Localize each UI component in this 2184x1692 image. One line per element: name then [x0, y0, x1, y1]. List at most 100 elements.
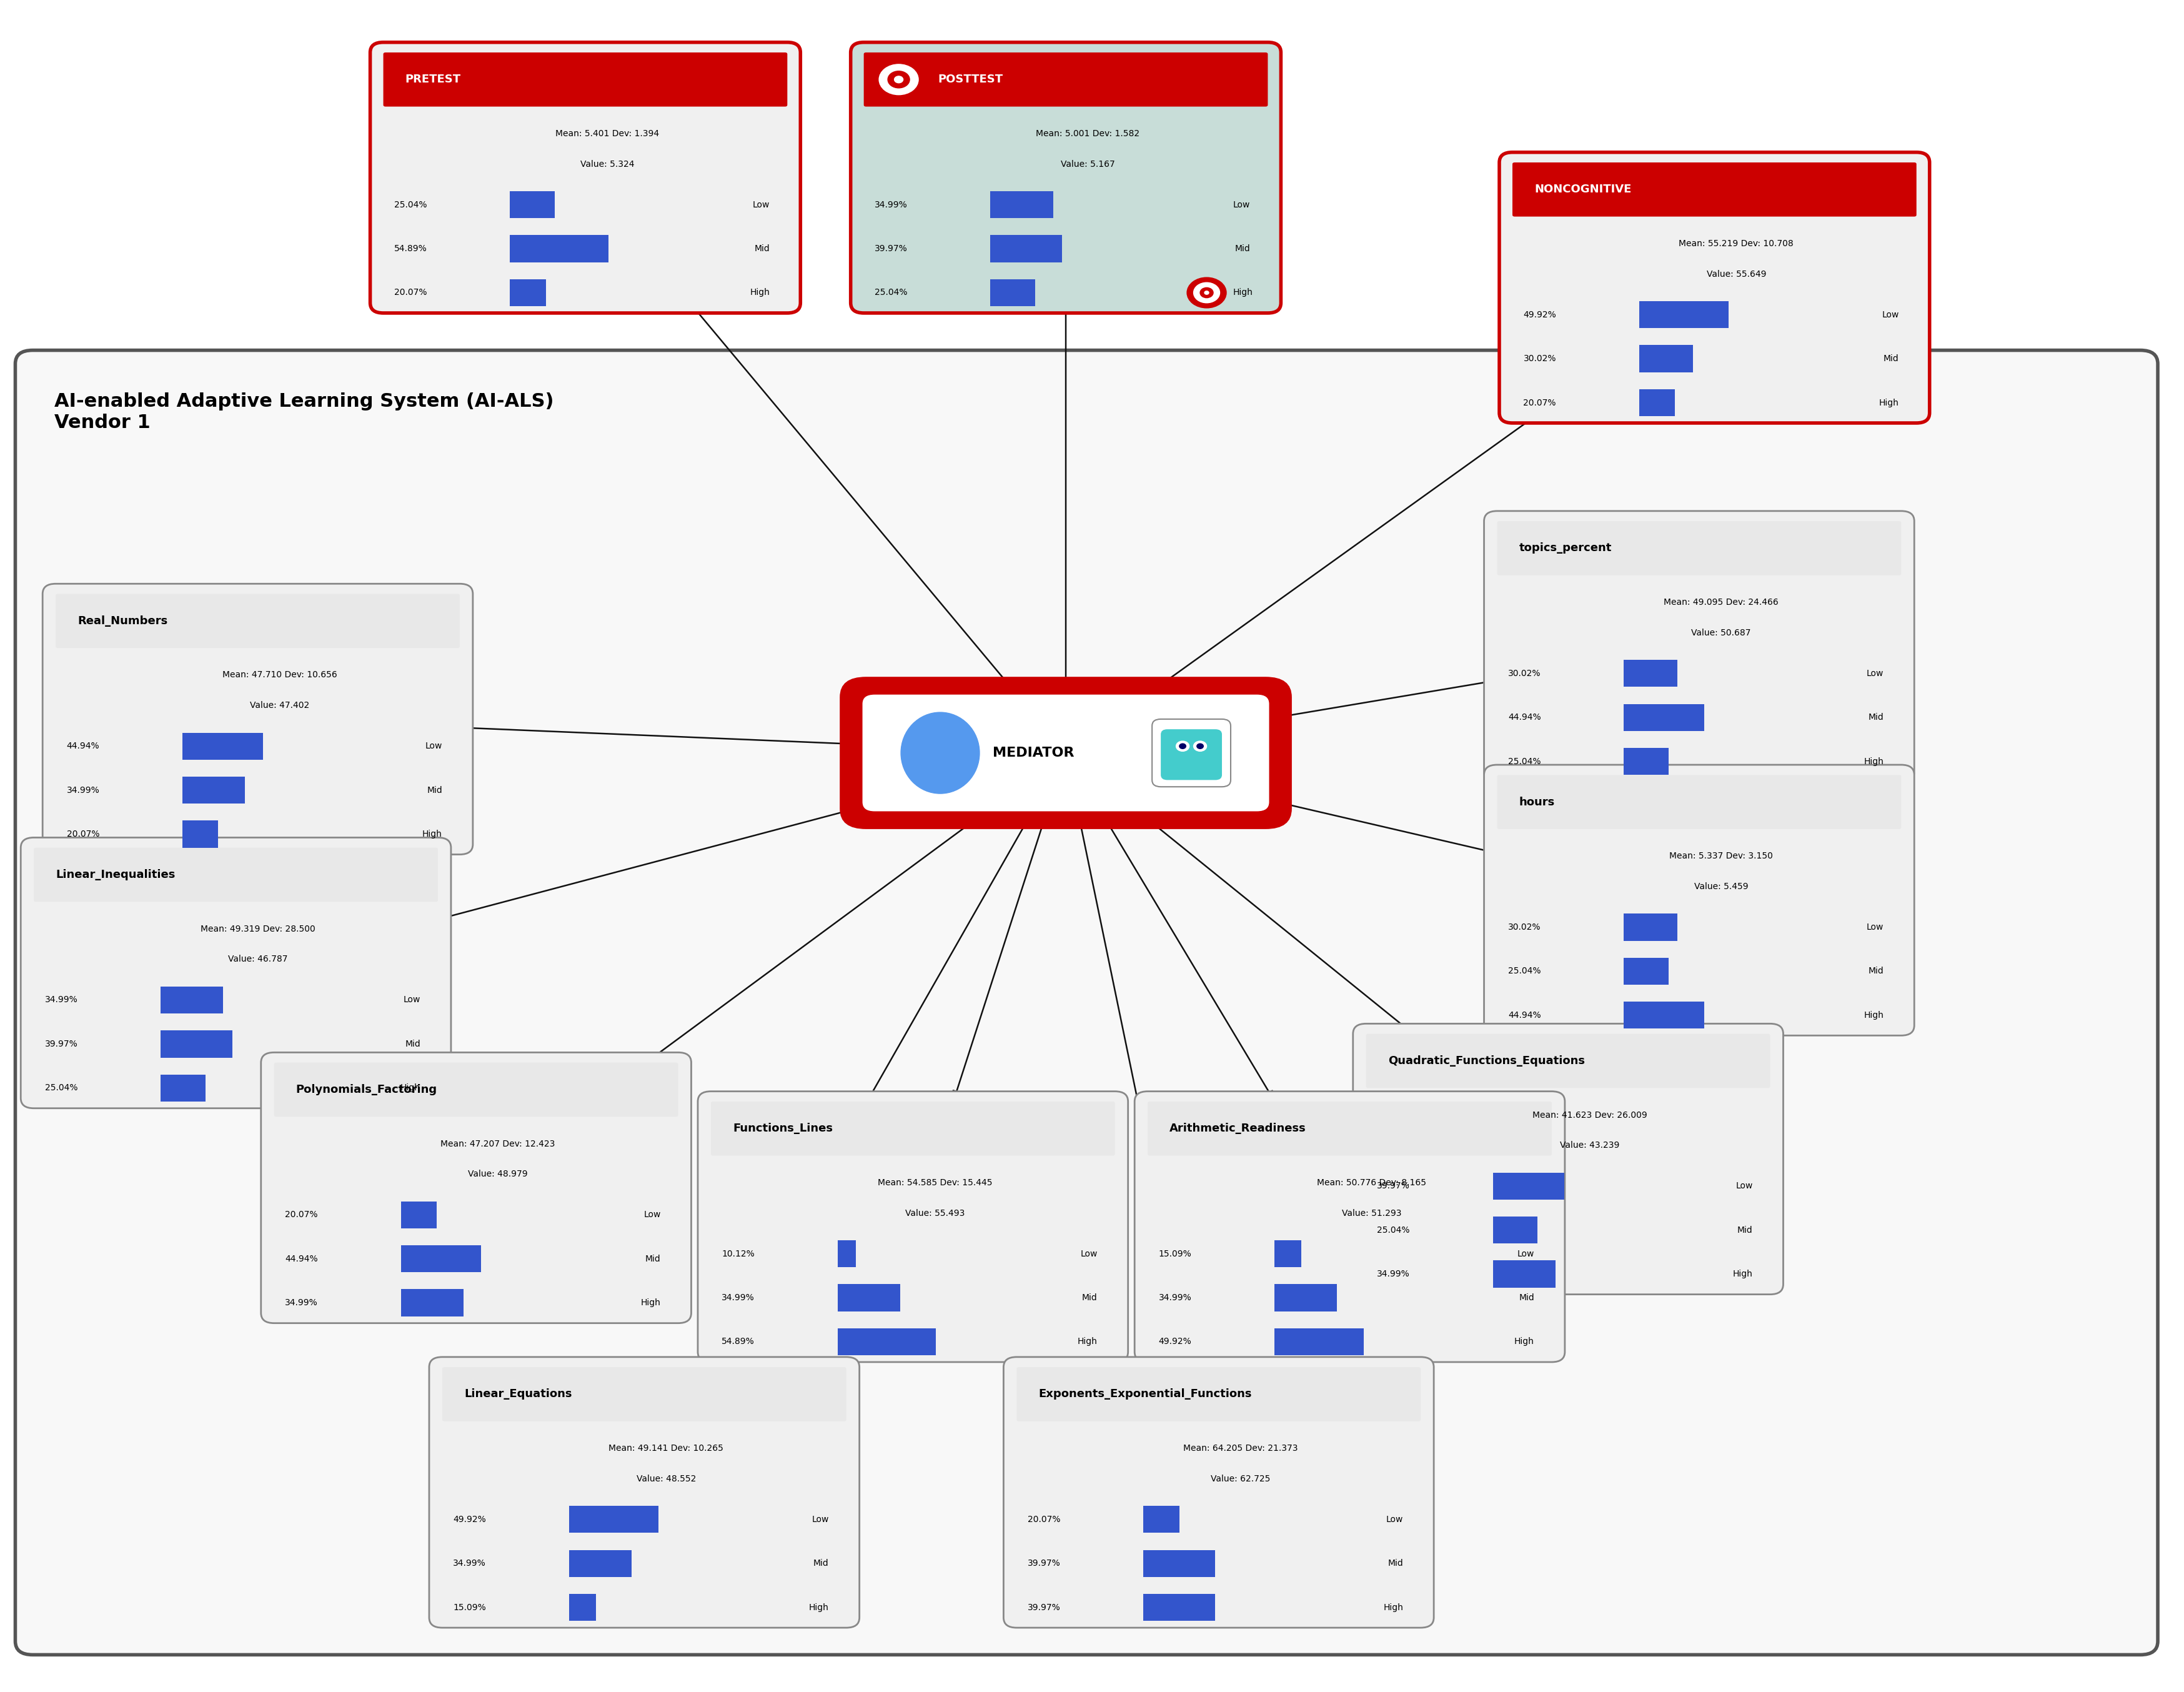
FancyBboxPatch shape — [441, 1367, 845, 1421]
Text: High: High — [808, 1602, 828, 1612]
Text: 25.04%: 25.04% — [1376, 1225, 1411, 1235]
Text: 34.99%: 34.99% — [1158, 1293, 1192, 1303]
Bar — [181, 821, 218, 848]
FancyBboxPatch shape — [15, 350, 2158, 1655]
Text: High: High — [1878, 398, 1900, 408]
FancyBboxPatch shape — [850, 42, 1280, 313]
Bar — [1625, 660, 1677, 687]
Text: Mid: Mid — [1867, 712, 1883, 722]
FancyBboxPatch shape — [1365, 1034, 1769, 1088]
Bar — [1144, 1550, 1214, 1577]
Text: Mean: 55.219 Dev: 10.708: Mean: 55.219 Dev: 10.708 — [1679, 239, 1793, 249]
FancyBboxPatch shape — [1162, 729, 1223, 780]
Text: Low: Low — [812, 1514, 828, 1524]
Text: 25.04%: 25.04% — [44, 1083, 79, 1093]
Text: Mid: Mid — [1234, 244, 1249, 254]
Text: Value: 5.459: Value: 5.459 — [1695, 882, 1747, 892]
FancyBboxPatch shape — [1005, 1357, 1435, 1628]
Text: Arithmetic_Readiness: Arithmetic_Readiness — [1171, 1123, 1306, 1134]
Text: Mean: 54.585 Dev: 15.445: Mean: 54.585 Dev: 15.445 — [878, 1178, 992, 1188]
Text: High: High — [400, 1083, 419, 1093]
Text: Mean: 47.207 Dev: 12.423: Mean: 47.207 Dev: 12.423 — [441, 1139, 555, 1149]
Bar — [1275, 1284, 1337, 1311]
Bar — [1494, 1261, 1555, 1288]
Text: 39.97%: 39.97% — [1376, 1181, 1411, 1191]
Text: Low: Low — [1867, 922, 1883, 932]
Text: High: High — [640, 1298, 660, 1308]
Text: 44.94%: 44.94% — [284, 1254, 319, 1264]
Bar — [162, 986, 223, 1014]
Text: High: High — [1514, 1337, 1533, 1347]
Circle shape — [1179, 743, 1186, 748]
Bar — [989, 279, 1035, 306]
FancyBboxPatch shape — [1498, 152, 1931, 423]
Bar — [402, 1289, 463, 1316]
FancyBboxPatch shape — [262, 1052, 690, 1323]
FancyBboxPatch shape — [1498, 521, 1900, 575]
Text: Mid: Mid — [644, 1254, 660, 1264]
FancyBboxPatch shape — [41, 584, 472, 854]
Text: Value: 55.649: Value: 55.649 — [1706, 269, 1767, 279]
Text: 30.02%: 30.02% — [1507, 922, 1542, 932]
FancyBboxPatch shape — [275, 1063, 677, 1117]
Text: Mean: 5.401 Dev: 1.394: Mean: 5.401 Dev: 1.394 — [555, 129, 660, 139]
Circle shape — [887, 71, 909, 88]
Text: Low: Low — [1883, 310, 1900, 320]
Text: Mid: Mid — [1387, 1558, 1404, 1568]
Text: 34.99%: 34.99% — [454, 1558, 487, 1568]
FancyBboxPatch shape — [699, 1091, 1127, 1362]
FancyBboxPatch shape — [1136, 1091, 1564, 1362]
Bar — [402, 1201, 437, 1228]
Text: Mid: Mid — [1867, 966, 1883, 976]
Text: 25.04%: 25.04% — [1507, 966, 1542, 976]
Text: 49.92%: 49.92% — [454, 1514, 487, 1524]
Text: POSTTEST: POSTTEST — [939, 74, 1002, 85]
Text: Mean: 49.141 Dev: 10.265: Mean: 49.141 Dev: 10.265 — [609, 1443, 723, 1453]
Bar — [1494, 1217, 1538, 1244]
Bar — [1638, 345, 1693, 372]
FancyBboxPatch shape — [1018, 1367, 1422, 1421]
Bar — [1625, 748, 1669, 775]
Text: 44.94%: 44.94% — [66, 741, 100, 751]
Bar — [1625, 958, 1669, 985]
Text: Low: Low — [1736, 1181, 1752, 1191]
Bar — [511, 191, 555, 218]
Text: Value: 5.167: Value: 5.167 — [1061, 159, 1114, 169]
FancyBboxPatch shape — [22, 838, 452, 1108]
Bar — [162, 1074, 205, 1101]
Ellipse shape — [900, 712, 981, 794]
Text: 20.07%: 20.07% — [1524, 398, 1557, 408]
Text: Mid: Mid — [1081, 1293, 1096, 1303]
Text: PRETEST: PRETEST — [406, 74, 461, 85]
Text: hours: hours — [1520, 797, 1555, 807]
Bar — [568, 1506, 657, 1533]
Text: 20.07%: 20.07% — [1029, 1514, 1061, 1524]
FancyBboxPatch shape — [860, 694, 1269, 812]
Text: High: High — [1863, 756, 1883, 766]
Text: Mid: Mid — [1883, 354, 1900, 364]
Text: NONCOGNITIVE: NONCOGNITIVE — [1533, 184, 1631, 195]
Text: High: High — [422, 829, 441, 839]
Bar — [162, 1030, 232, 1058]
Text: 20.07%: 20.07% — [66, 829, 100, 839]
Bar — [989, 191, 1053, 218]
Text: High: High — [1382, 1602, 1404, 1612]
Text: 44.94%: 44.94% — [1507, 712, 1542, 722]
FancyBboxPatch shape — [1485, 511, 1913, 782]
Text: High: High — [1077, 1337, 1096, 1347]
FancyBboxPatch shape — [1498, 775, 1900, 829]
Bar — [989, 235, 1061, 262]
Text: Mean: 41.623 Dev: 26.009: Mean: 41.623 Dev: 26.009 — [1533, 1110, 1647, 1120]
Bar — [568, 1550, 631, 1577]
Text: 34.99%: 34.99% — [66, 785, 100, 795]
Text: Low: Low — [404, 995, 419, 1005]
Bar — [1638, 389, 1675, 416]
Text: Mean: 5.001 Dev: 1.582: Mean: 5.001 Dev: 1.582 — [1035, 129, 1140, 139]
Bar — [1144, 1594, 1214, 1621]
Text: 20.07%: 20.07% — [393, 288, 428, 298]
Bar — [181, 733, 262, 760]
FancyBboxPatch shape — [55, 594, 459, 648]
Text: 30.02%: 30.02% — [1524, 354, 1557, 364]
Text: High: High — [1232, 288, 1254, 298]
Circle shape — [878, 64, 917, 95]
